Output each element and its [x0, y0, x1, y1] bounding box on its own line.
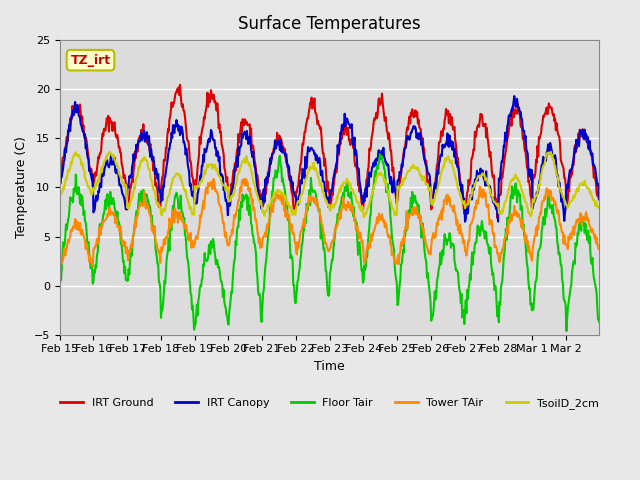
IRT Ground	[266, 160, 274, 166]
Tower TAir	[267, 210, 275, 216]
IRT Canopy	[56, 177, 63, 183]
Title: Surface Temperatures: Surface Temperatures	[238, 15, 421, 33]
X-axis label: Time: Time	[314, 360, 345, 373]
Tower TAir	[387, 242, 394, 248]
IRT Ground	[596, 196, 604, 202]
IRT Canopy	[245, 139, 253, 144]
IRT Ground	[176, 82, 184, 88]
Line: Floor Tair: Floor Tair	[60, 154, 600, 331]
IRT Canopy	[218, 173, 226, 179]
Y-axis label: Temperature (C): Temperature (C)	[15, 136, 28, 239]
Floor Tair	[218, 282, 226, 288]
IRT Ground	[246, 121, 253, 127]
TsoilD_2cm	[360, 215, 367, 220]
TsoilD_2cm	[416, 172, 424, 178]
IRT Canopy	[461, 219, 469, 225]
Line: IRT Canopy: IRT Canopy	[60, 96, 600, 222]
IRT Canopy	[385, 172, 393, 178]
Tower TAir	[417, 213, 424, 219]
IRT Canopy	[511, 93, 518, 99]
Tower TAir	[120, 238, 127, 244]
TsoilD_2cm	[266, 203, 273, 209]
IRT Ground	[219, 147, 227, 153]
IRT Canopy	[119, 192, 127, 197]
Tower TAir	[89, 263, 97, 269]
Line: TsoilD_2cm: TsoilD_2cm	[60, 152, 600, 217]
Text: TZ_irt: TZ_irt	[70, 54, 111, 67]
IRT Ground	[386, 139, 394, 144]
TsoilD_2cm	[547, 149, 555, 155]
TsoilD_2cm	[218, 180, 226, 186]
Floor Tair	[416, 215, 424, 220]
TsoilD_2cm	[245, 163, 253, 169]
Tower TAir	[596, 244, 604, 250]
Tower TAir	[246, 193, 254, 199]
IRT Canopy	[266, 169, 273, 175]
Floor Tair	[245, 212, 253, 218]
TsoilD_2cm	[596, 204, 604, 209]
Tower TAir	[241, 176, 248, 182]
IRT Ground	[56, 174, 63, 180]
Floor Tair	[266, 220, 273, 226]
Line: Tower TAir: Tower TAir	[60, 179, 600, 266]
Line: IRT Ground: IRT Ground	[60, 85, 600, 218]
IRT Ground	[119, 167, 127, 173]
Tower TAir	[56, 261, 63, 267]
Floor Tair	[376, 151, 384, 157]
Floor Tair	[596, 320, 604, 325]
TsoilD_2cm	[386, 198, 394, 204]
IRT Canopy	[415, 132, 423, 137]
Floor Tair	[119, 259, 127, 264]
Floor Tair	[563, 328, 570, 334]
IRT Ground	[416, 125, 424, 131]
IRT Canopy	[596, 197, 604, 203]
TsoilD_2cm	[56, 189, 63, 195]
Tower TAir	[219, 220, 227, 226]
Legend: IRT Ground, IRT Canopy, Floor Tair, Tower TAir, TsoilD_2cm: IRT Ground, IRT Canopy, Floor Tair, Towe…	[56, 393, 603, 413]
Floor Tair	[386, 202, 394, 207]
IRT Ground	[493, 215, 501, 221]
Floor Tair	[56, 274, 63, 279]
TsoilD_2cm	[119, 180, 127, 185]
